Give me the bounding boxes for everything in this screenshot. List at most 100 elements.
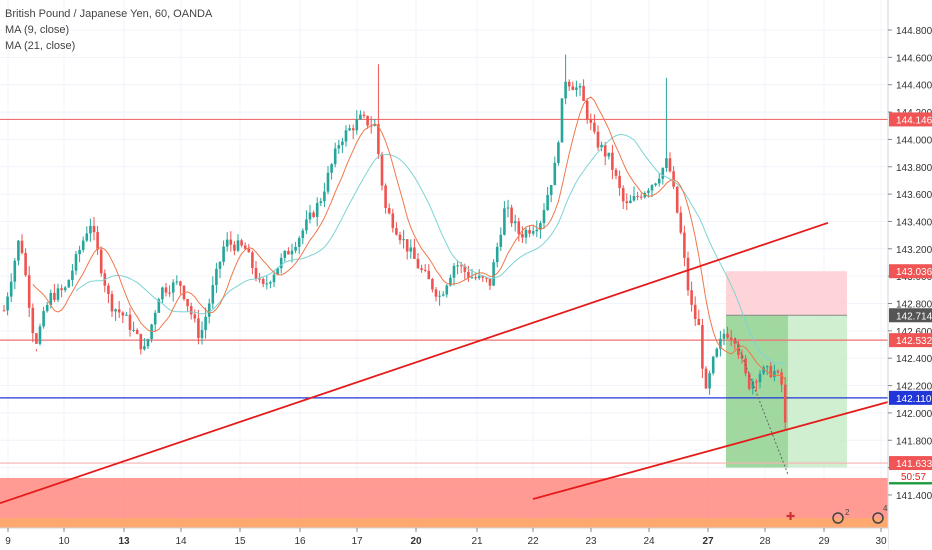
alert-count: 4 <box>883 504 888 513</box>
candle-body <box>294 246 297 251</box>
candle-body <box>251 252 254 269</box>
candle-body <box>719 338 722 349</box>
time-tick-label: 30 <box>875 536 887 547</box>
price-label: 142.110 <box>896 394 932 405</box>
candle-body <box>459 265 463 267</box>
candle-body <box>193 314 197 319</box>
candle-body <box>49 292 53 306</box>
price-label: 142.532 <box>896 336 932 347</box>
time-tick-label: 22 <box>527 536 539 547</box>
support-zone <box>0 477 888 518</box>
candle-body <box>434 289 438 297</box>
candle-body <box>751 381 755 389</box>
candle-body <box>215 268 218 286</box>
candle-body <box>114 309 117 312</box>
candle-body <box>380 154 384 186</box>
candle-body <box>578 86 582 88</box>
candle-body <box>474 277 477 279</box>
candle-body <box>168 292 171 294</box>
price-tick-label: 144.000 <box>896 135 932 146</box>
candle-body <box>45 305 49 312</box>
candle-body <box>593 122 596 132</box>
candle-body <box>607 152 611 157</box>
candle-body <box>197 318 200 338</box>
candle-body <box>549 185 553 196</box>
price-label-bg <box>889 308 932 323</box>
candle-body <box>632 196 636 201</box>
candle-body <box>312 212 315 217</box>
projection-line <box>734 337 789 475</box>
candle-body <box>661 167 665 179</box>
candle-body <box>337 145 341 149</box>
candle-body <box>247 248 251 253</box>
candle-body <box>557 142 560 163</box>
candle-body <box>110 294 114 312</box>
price-label: 143.036 <box>896 267 932 278</box>
candle-body <box>171 282 175 293</box>
candle-body <box>416 258 420 269</box>
time-tick-label: 9 <box>5 536 11 547</box>
time-tick-label: 10 <box>58 536 70 547</box>
stop-loss-zone <box>726 271 847 316</box>
candle-body <box>733 339 737 344</box>
candle-body <box>99 249 103 274</box>
price-tick-label: 143.600 <box>896 190 932 201</box>
candle-body <box>373 124 377 126</box>
candle-body <box>575 87 578 90</box>
candle-body <box>499 234 503 247</box>
candle-body <box>35 333 38 344</box>
candle-body <box>420 268 423 270</box>
candle-body <box>438 295 441 297</box>
candle-body <box>405 239 409 252</box>
candle-body <box>161 287 164 300</box>
uk-flag-icon: ✚ <box>786 510 795 523</box>
candle-body <box>431 279 434 290</box>
countdown-label: 50:57 <box>901 472 926 483</box>
candle-body <box>762 367 765 374</box>
candle-body <box>351 128 355 131</box>
candle-body <box>258 278 261 280</box>
price-tick-label: 142.600 <box>896 327 932 338</box>
candle-body <box>456 265 459 267</box>
candle-body <box>636 196 639 198</box>
candle-body <box>308 212 312 220</box>
candle-body <box>729 337 733 340</box>
candle-body <box>488 278 492 286</box>
time-tick-label: 15 <box>234 536 246 547</box>
candle-body <box>391 213 395 229</box>
candle-body <box>330 164 333 173</box>
candle-body <box>546 195 549 211</box>
price-tick-label: 141.800 <box>896 436 932 447</box>
candle-body <box>132 329 135 331</box>
price-label-bg <box>889 264 932 279</box>
candle-body <box>686 257 690 291</box>
candle-body <box>218 261 222 269</box>
candle-body <box>477 275 481 279</box>
candle-body <box>9 281 13 297</box>
candle-body <box>528 229 531 234</box>
candle-body <box>89 225 92 234</box>
trendline-upper <box>0 221 829 505</box>
candle-body <box>783 384 787 423</box>
time-tick-label: 21 <box>471 536 483 547</box>
alert-icon <box>872 512 884 524</box>
candle-body <box>164 287 168 293</box>
candle-body <box>506 207 510 209</box>
candle-body <box>495 246 499 263</box>
candle-body <box>510 207 513 224</box>
candle-body <box>449 277 452 286</box>
candle-body <box>261 279 265 284</box>
price-label-bg <box>889 456 932 471</box>
candle-body <box>42 311 45 327</box>
candle-body <box>229 239 233 245</box>
candle-body <box>146 339 150 347</box>
candle-body <box>693 304 697 319</box>
candle-body <box>200 330 204 338</box>
candle-body <box>92 225 96 233</box>
time-tick-label: 17 <box>351 536 363 547</box>
alert-icon <box>832 512 844 524</box>
candle-body <box>423 269 427 271</box>
candle-body <box>769 366 773 378</box>
candle-body <box>589 119 593 123</box>
